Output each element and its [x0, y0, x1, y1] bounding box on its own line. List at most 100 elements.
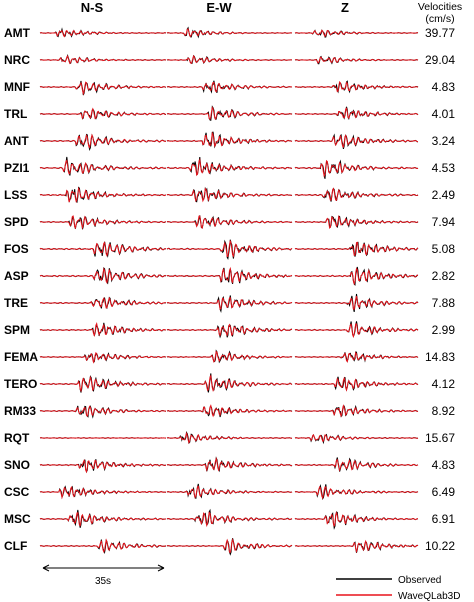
station-label-amt: AMT — [4, 26, 31, 40]
trace-waveqlab3d-nrc-z — [294, 56, 419, 64]
station-label-mnf: MNF — [4, 80, 30, 94]
station-label-trl: TRL — [4, 107, 27, 121]
station-label-ant: ANT — [4, 134, 29, 148]
trace-waveqlab3d-ant-ns — [39, 133, 167, 149]
trace-waveqlab3d-csc-ew — [166, 485, 293, 499]
trace-waveqlab3d-mnf-ew — [166, 82, 293, 93]
component-header-ns: N-S — [81, 0, 104, 15]
trace-observed-spd-ns — [39, 216, 166, 230]
trace-waveqlab3d-trl-z — [294, 107, 419, 120]
trace-observed-msc-z — [294, 511, 419, 530]
trace-waveqlab3d-tero-ns — [39, 375, 167, 393]
velocity-value-amt: 39.77 — [425, 26, 455, 40]
trace-waveqlab3d-lss-ew — [166, 187, 293, 203]
station-label-fos: FOS — [4, 242, 29, 256]
trace-waveqlab3d-tre-ns — [39, 296, 166, 309]
velocity-value-fos: 5.08 — [432, 242, 456, 256]
trace-observed-trl-ew — [166, 105, 293, 121]
velocity-value-trl: 4.01 — [432, 107, 456, 121]
trace-waveqlab3d-ant-z — [294, 134, 419, 149]
station-label-nrc: NRC — [4, 53, 30, 67]
station-label-tero: TERO — [4, 377, 37, 391]
component-header-z: Z — [341, 0, 349, 15]
trace-waveqlab3d-pzi1-z — [294, 159, 419, 178]
station-label-lss: LSS — [4, 188, 27, 202]
trace-waveqlab3d-ant-ew — [166, 131, 293, 148]
trace-waveqlab3d-spm-z — [294, 323, 419, 339]
trace-waveqlab3d-fos-ns — [39, 241, 167, 257]
trace-waveqlab3d-fos-z — [294, 241, 419, 256]
velocity-header-line1: Velocities — [418, 1, 462, 13]
station-label-rm33: RM33 — [4, 404, 36, 418]
trace-waveqlab3d-tre-z — [294, 295, 419, 310]
trace-observed-spm-ew — [166, 324, 293, 339]
trace-waveqlab3d-tre-ew — [166, 297, 293, 311]
trace-waveqlab3d-amt-ew — [166, 28, 292, 38]
trace-waveqlab3d-pzi1-ew — [166, 158, 292, 177]
trace-waveqlab3d-tero-z — [294, 376, 419, 392]
trace-waveqlab3d-amt-z — [294, 29, 419, 38]
trace-waveqlab3d-trl-ew — [166, 106, 293, 121]
station-label-spd: SPD — [4, 215, 29, 229]
velocity-value-tre: 7.88 — [432, 296, 456, 310]
trace-waveqlab3d-spd-ew — [166, 215, 293, 230]
legend-label-observed: Observed — [398, 575, 441, 586]
trace-waveqlab3d-nrc-ew — [166, 54, 292, 65]
trace-waveqlab3d-clf-z — [294, 539, 419, 554]
trace-waveqlab3d-clf-ew — [166, 538, 293, 553]
trace-waveqlab3d-sno-ns — [39, 458, 166, 474]
trace-waveqlab3d-fema-ns — [39, 351, 167, 364]
trace-waveqlab3d-spm-ns — [39, 322, 167, 338]
trace-waveqlab3d-fema-z — [294, 351, 419, 363]
trace-waveqlab3d-spd-z — [294, 214, 419, 229]
velocity-value-nrc: 29.04 — [425, 53, 455, 67]
trace-waveqlab3d-rm33-z — [294, 404, 419, 418]
trace-waveqlab3d-spm-ew — [166, 323, 293, 337]
trace-waveqlab3d-msc-ew — [166, 511, 293, 528]
trace-waveqlab3d-mnf-z — [294, 80, 419, 93]
velocity-header-line2: (cm/s) — [425, 13, 454, 25]
velocity-value-msc: 6.91 — [432, 512, 456, 526]
trace-waveqlab3d-rm33-ns — [39, 405, 167, 417]
velocity-value-mnf: 4.83 — [432, 80, 456, 94]
station-label-msc: MSC — [4, 512, 31, 526]
trace-observed-pzi1-ew — [166, 157, 293, 176]
velocity-value-spm: 2.99 — [432, 323, 456, 337]
trace-waveqlab3d-asp-ew — [166, 266, 293, 284]
station-label-sno: SNO — [4, 458, 30, 472]
trace-observed-mnf-ns — [39, 80, 167, 96]
velocity-value-fema: 14.83 — [425, 350, 455, 364]
trace-waveqlab3d-asp-ns — [39, 267, 167, 284]
trace-waveqlab3d-sno-ew — [166, 456, 293, 472]
trace-waveqlab3d-fos-ew — [166, 240, 293, 258]
station-label-clf: CLF — [4, 539, 27, 553]
trace-waveqlab3d-msc-ns — [39, 512, 167, 527]
trace-waveqlab3d-pzi1-ns — [39, 159, 167, 175]
trace-waveqlab3d-lss-ns — [39, 186, 167, 204]
velocity-value-asp: 2.82 — [432, 269, 456, 283]
trace-waveqlab3d-rm33-ew — [166, 404, 293, 418]
velocity-value-rm33: 8.92 — [432, 404, 456, 418]
trace-waveqlab3d-rqt-z — [294, 434, 419, 442]
velocity-value-pzi1: 4.53 — [432, 161, 456, 175]
trace-waveqlab3d-rqt-ew — [166, 431, 292, 445]
velocity-value-csc: 6.49 — [432, 485, 456, 499]
velocity-value-spd: 7.94 — [432, 215, 456, 229]
trace-waveqlab3d-amt-ns — [39, 29, 167, 38]
legend: Observed WaveQLab3D — [336, 575, 460, 602]
station-label-spm: SPM — [4, 323, 30, 337]
station-label-rqt: RQT — [4, 431, 30, 445]
velocity-value-ant: 3.24 — [432, 134, 456, 148]
velocity-value-clf: 10.22 — [425, 539, 455, 553]
trace-waveqlab3d-mnf-ns — [39, 81, 167, 96]
trace-observed-csc-ew — [166, 483, 293, 500]
velocity-value-rqt: 15.67 — [425, 431, 455, 445]
trace-waveqlab3d-fema-ew — [166, 350, 293, 364]
velocity-value-lss: 2.49 — [432, 188, 456, 202]
legend-label-waveqlab3d: WaveQLab3D — [398, 591, 460, 602]
trace-waveqlab3d-nrc-ns — [39, 54, 167, 65]
trace-waveqlab3d-csc-ns — [39, 486, 167, 500]
trace-waveqlab3d-tero-ew — [166, 374, 293, 392]
trace-waveqlab3d-spd-ns — [39, 215, 167, 230]
